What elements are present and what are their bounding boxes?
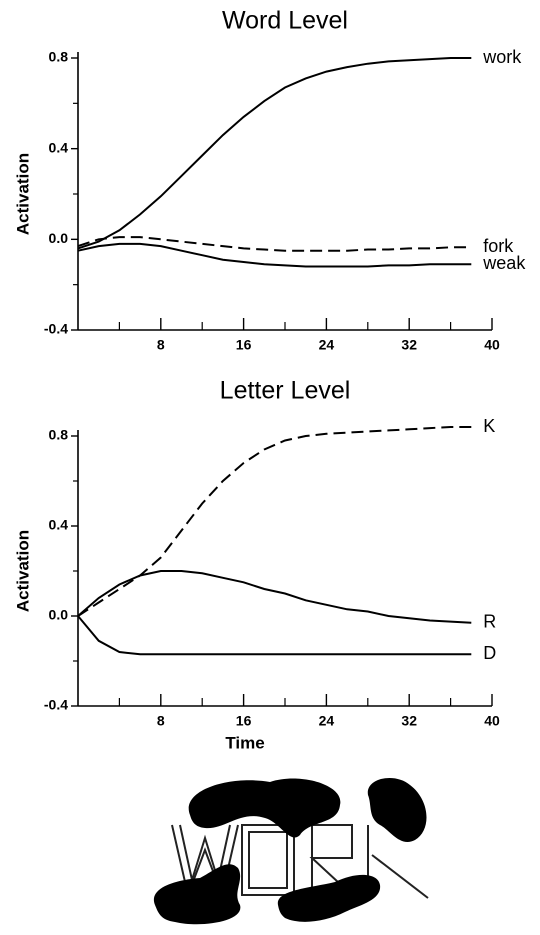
series-label: R — [483, 612, 496, 632]
x-tick-label: 8 — [157, 713, 165, 729]
y-tick-label: -0.4 — [44, 697, 68, 713]
x-tick-label: 24 — [319, 713, 335, 729]
y-tick-label: -0.4 — [44, 321, 68, 337]
x-tick-label: 40 — [484, 713, 500, 729]
blob-top — [188, 778, 341, 838]
blob-bottom-right — [277, 874, 381, 922]
x-tick-label: 32 — [401, 713, 417, 729]
series-line — [77, 242, 472, 268]
y-tick-label: 0.0 — [49, 230, 69, 246]
series-line — [77, 236, 472, 252]
series-line — [77, 426, 472, 617]
chart: Word Level -0.4 0.0 0.4 0.8 8 16 24 32 40 Activati… — [13, 7, 526, 353]
x-tick-label: 16 — [236, 337, 252, 353]
series-label: work — [482, 47, 522, 67]
series-label: fork — [483, 236, 514, 256]
chart-title: Word Level — [222, 7, 348, 35]
letter-o-inner — [248, 831, 288, 889]
y-tick-label: 0.4 — [49, 517, 69, 533]
y-tick-label: 0.4 — [49, 139, 69, 155]
x-tick-label: 32 — [401, 337, 417, 353]
y-tick-label: 0.8 — [49, 49, 69, 65]
x-axis-label: Time — [225, 733, 264, 752]
series-label: D — [483, 643, 496, 663]
x-tick-label: 16 — [236, 713, 252, 729]
series-line — [77, 570, 472, 624]
letter-w-inner — [179, 824, 231, 884]
letter-k-leg — [371, 854, 429, 899]
letter-o — [241, 824, 295, 896]
y-axis-label: Activation — [13, 153, 32, 235]
y-tick-label: 0.8 — [49, 427, 69, 443]
x-tick-label: 8 — [157, 337, 165, 353]
series-label: K — [483, 416, 495, 436]
chart: Letter Level -0.4 0.0 0.4 0.8 8 16 24 32 40 Activa… — [13, 377, 500, 753]
y-tick-label: 0.0 — [49, 607, 69, 623]
y-axis-label: Activation — [13, 530, 32, 612]
blob-right — [367, 777, 427, 843]
x-tick-label: 40 — [484, 337, 500, 353]
x-tick-label: 24 — [319, 337, 335, 353]
blob-bottom-left — [153, 864, 241, 925]
occluding-blobs — [153, 777, 427, 925]
series-line — [77, 57, 472, 250]
letter-r — [309, 824, 353, 896]
chart-title: Letter Level — [220, 377, 351, 405]
series-label: weak — [482, 253, 526, 273]
series-line — [77, 615, 472, 656]
